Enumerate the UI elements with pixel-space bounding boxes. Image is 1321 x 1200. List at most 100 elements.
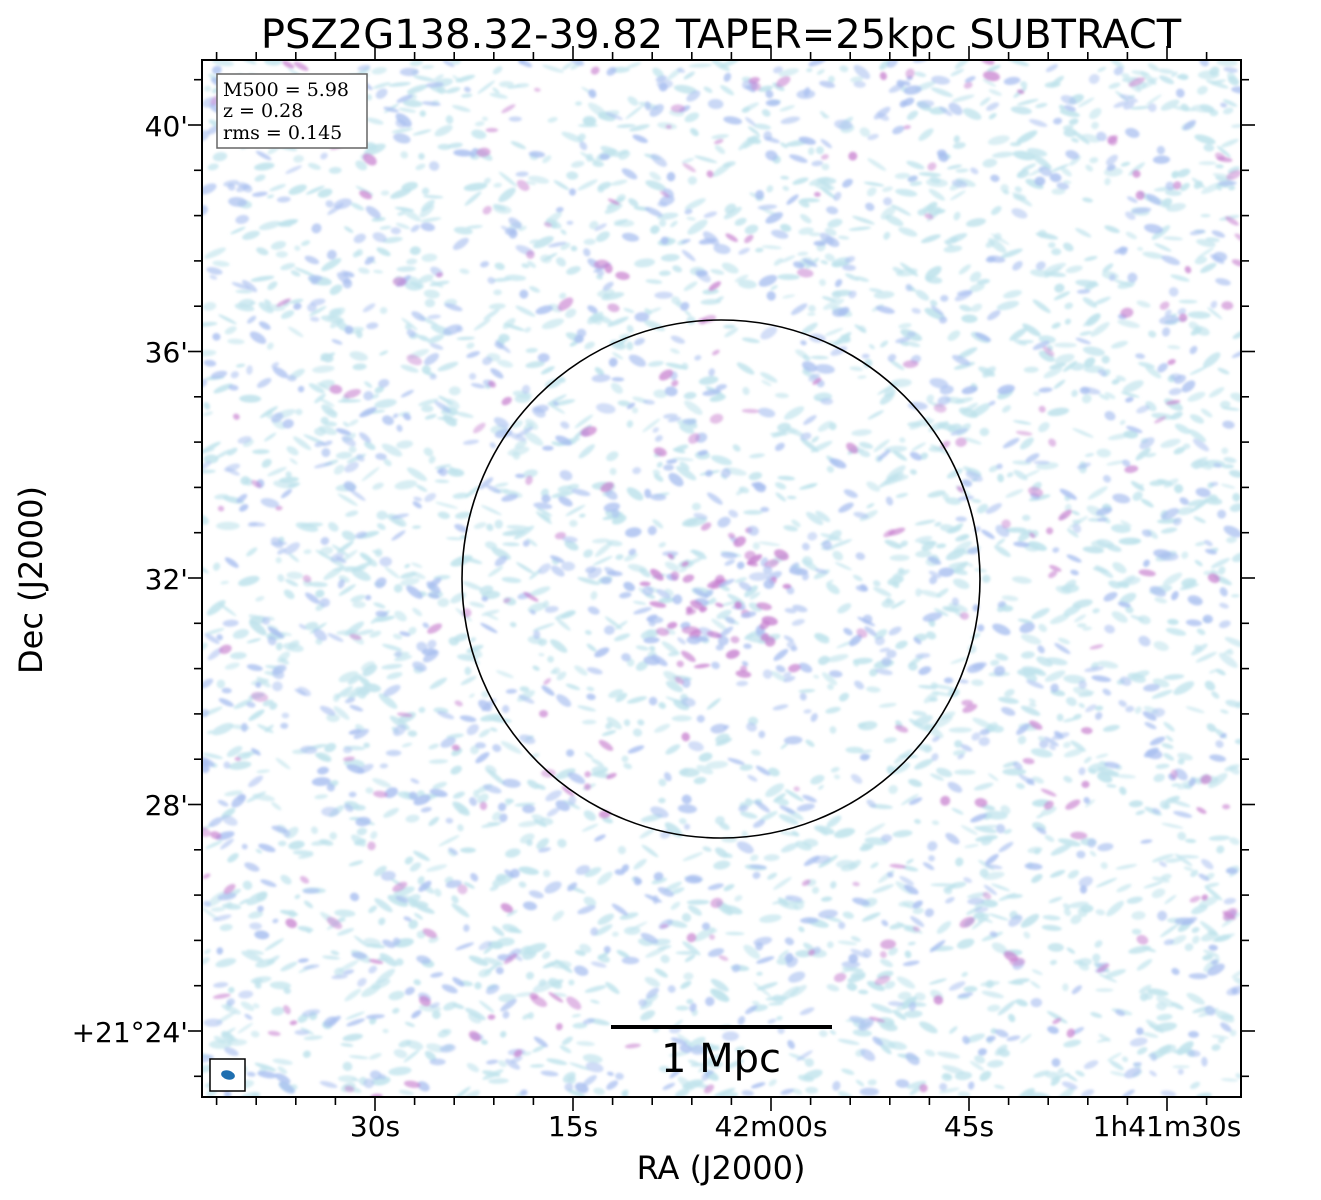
noise-blob (1089, 107, 1102, 120)
noise-blob (578, 123, 598, 128)
noise-blob (1095, 988, 1114, 992)
noise-blob (345, 510, 359, 517)
noise-blob (221, 1027, 236, 1037)
noise-blob (1162, 572, 1183, 586)
noise-blob (501, 577, 522, 583)
dec-tick-label: 40' (145, 110, 188, 143)
noise-blob (1041, 924, 1062, 931)
noise-blob (969, 1060, 985, 1071)
noise-blob (242, 230, 260, 240)
noise-blob (372, 482, 384, 490)
noise-blob (1008, 1013, 1016, 1023)
noise-blob (1082, 626, 1093, 631)
noise-blob (782, 294, 796, 299)
noise-blob (305, 185, 325, 195)
noise-blob (1101, 355, 1110, 364)
noise-blob (393, 584, 403, 593)
noise-blob (437, 361, 459, 372)
noise-blob (572, 1022, 588, 1029)
noise-blob (539, 710, 548, 718)
noise-blob (778, 949, 789, 959)
noise-blob (267, 281, 278, 291)
noise-blob (1016, 169, 1030, 179)
noise-blob (791, 519, 801, 528)
noise-blob (1009, 142, 1022, 147)
noise-blob (761, 380, 772, 387)
noise-blob (202, 469, 216, 474)
noise-blob (810, 355, 829, 360)
noise-blob (888, 947, 898, 956)
noise-blob (437, 511, 450, 519)
noise-blob (464, 486, 480, 498)
noise-blob (362, 664, 378, 677)
noise-blob (899, 437, 906, 443)
noise-blob (473, 318, 491, 331)
noise-blob (909, 181, 923, 187)
noise-blob (928, 446, 944, 453)
noise-blob (838, 235, 850, 240)
noise-blob (892, 830, 913, 838)
noise-blob (671, 296, 681, 305)
noise-blob (203, 411, 213, 416)
noise-blob (506, 524, 530, 530)
noise-blob (608, 689, 624, 698)
noise-blob (775, 482, 787, 490)
noise-blob (778, 814, 799, 825)
noise-blob (982, 78, 997, 87)
noise-blob (1215, 164, 1224, 169)
noise-blob (288, 184, 307, 195)
redshift-label: z = 0.28 (223, 100, 303, 122)
noise-blob (421, 253, 438, 262)
noise-blob (420, 217, 442, 223)
noise-blob (464, 191, 482, 206)
noise-blob (797, 251, 809, 256)
noise-blob (255, 848, 263, 854)
noise-blob (570, 245, 578, 252)
noise-blob (226, 745, 243, 758)
noise-blob (750, 749, 761, 756)
noise-blob (961, 314, 978, 323)
noise-blob (627, 96, 639, 106)
noise-blob (820, 260, 829, 265)
noise-blob (804, 1058, 814, 1067)
noise-blob (261, 458, 272, 468)
noise-blob (872, 884, 894, 894)
noise-blob (538, 653, 545, 657)
noise-blob (686, 899, 710, 905)
noise-blob (1151, 412, 1175, 420)
noise-blob (918, 172, 942, 177)
noise-blob (986, 64, 1001, 72)
noise-blob (838, 692, 850, 702)
noise-blob (1090, 1012, 1103, 1018)
noise-blob (1097, 66, 1107, 72)
noise-blob (612, 931, 619, 937)
noise-blob (224, 790, 243, 797)
noise-blob (1040, 806, 1057, 816)
noise-blob (824, 327, 844, 336)
noise-blob (675, 951, 698, 955)
noise-blob (434, 479, 450, 484)
noise-blob (732, 444, 741, 452)
noise-blob (1090, 322, 1110, 337)
noise-blob (382, 1028, 389, 1034)
noise-blob (466, 1062, 480, 1073)
noise-blob (1138, 483, 1144, 489)
noise-blob (654, 968, 668, 978)
noise-blob (936, 588, 949, 598)
noise-blob (779, 105, 795, 112)
noise-blob (1050, 843, 1072, 856)
noise-blob (684, 112, 700, 123)
noise-blob (963, 108, 982, 120)
noise-blob (413, 979, 421, 986)
noise-blob (423, 447, 434, 457)
noise-blob (735, 488, 745, 496)
noise-blob (759, 914, 782, 923)
noise-blob (734, 1046, 746, 1052)
noise-blob (1206, 723, 1217, 732)
noise-blob (294, 245, 301, 251)
noise-blob (946, 468, 963, 479)
noise-blob (684, 198, 706, 210)
noise-blob (658, 702, 667, 709)
noise-blob (1051, 248, 1062, 256)
noise-blob (542, 155, 552, 164)
